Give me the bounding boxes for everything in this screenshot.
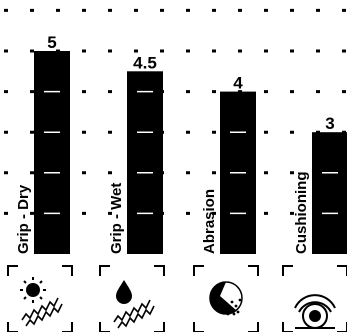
sun-traction-icon [7,265,73,332]
value-label-grip-dry: 5 [47,33,56,52]
abrasion-icon [193,265,259,332]
icon-frame [282,265,347,332]
category-label-grip-dry: Grip - Dry [15,184,32,254]
category-icons [7,265,347,332]
bars [34,51,347,254]
category-labels: Grip - Dry Grip - Wet Abrasion Cushionin… [15,172,310,255]
water-drop-traction-icon [99,265,165,332]
value-labels: 5 4.5 4 3 [47,33,334,133]
icon-frame [7,265,73,332]
category-label-abrasion: Abrasion [201,189,218,254]
bar-cushioning [312,132,347,254]
icon-frame [193,265,259,332]
cushioning-icon [282,265,347,332]
category-label-grip-wet: Grip - Wet [108,183,125,254]
bar-grip-dry [34,51,70,254]
value-label-grip-wet: 4.5 [133,53,157,72]
category-label-cushioning: Cushioning [293,172,310,255]
value-label-cushioning: 3 [325,114,334,133]
bar-grip-wet [127,71,163,254]
icon-frame [99,265,165,332]
value-label-abrasion: 4 [233,74,243,93]
